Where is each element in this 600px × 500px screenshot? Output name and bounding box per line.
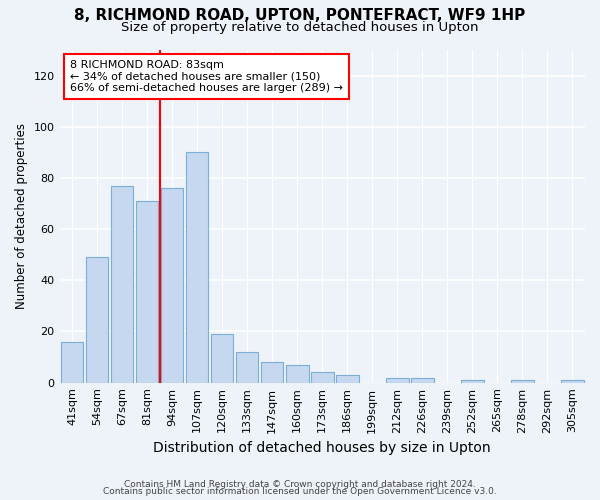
Text: 8 RICHMOND ROAD: 83sqm
← 34% of detached houses are smaller (150)
66% of semi-de: 8 RICHMOND ROAD: 83sqm ← 34% of detached… xyxy=(70,60,343,93)
Bar xyxy=(386,378,409,382)
Bar xyxy=(186,152,208,382)
Bar xyxy=(511,380,534,382)
Bar xyxy=(86,258,109,382)
Bar xyxy=(61,342,83,382)
Bar xyxy=(236,352,259,382)
Y-axis label: Number of detached properties: Number of detached properties xyxy=(15,124,28,310)
Text: 8, RICHMOND ROAD, UPTON, PONTEFRACT, WF9 1HP: 8, RICHMOND ROAD, UPTON, PONTEFRACT, WF9… xyxy=(74,8,526,22)
Text: Contains HM Land Registry data © Crown copyright and database right 2024.: Contains HM Land Registry data © Crown c… xyxy=(124,480,476,489)
X-axis label: Distribution of detached houses by size in Upton: Distribution of detached houses by size … xyxy=(154,441,491,455)
Bar xyxy=(211,334,233,382)
Text: Size of property relative to detached houses in Upton: Size of property relative to detached ho… xyxy=(121,21,479,34)
Bar xyxy=(336,375,359,382)
Bar xyxy=(311,372,334,382)
Bar xyxy=(561,380,584,382)
Bar xyxy=(286,365,308,382)
Text: Contains public sector information licensed under the Open Government Licence v3: Contains public sector information licen… xyxy=(103,488,497,496)
Bar xyxy=(136,201,158,382)
Bar xyxy=(111,186,133,382)
Bar xyxy=(161,188,184,382)
Bar xyxy=(411,378,434,382)
Bar xyxy=(461,380,484,382)
Bar xyxy=(261,362,283,382)
